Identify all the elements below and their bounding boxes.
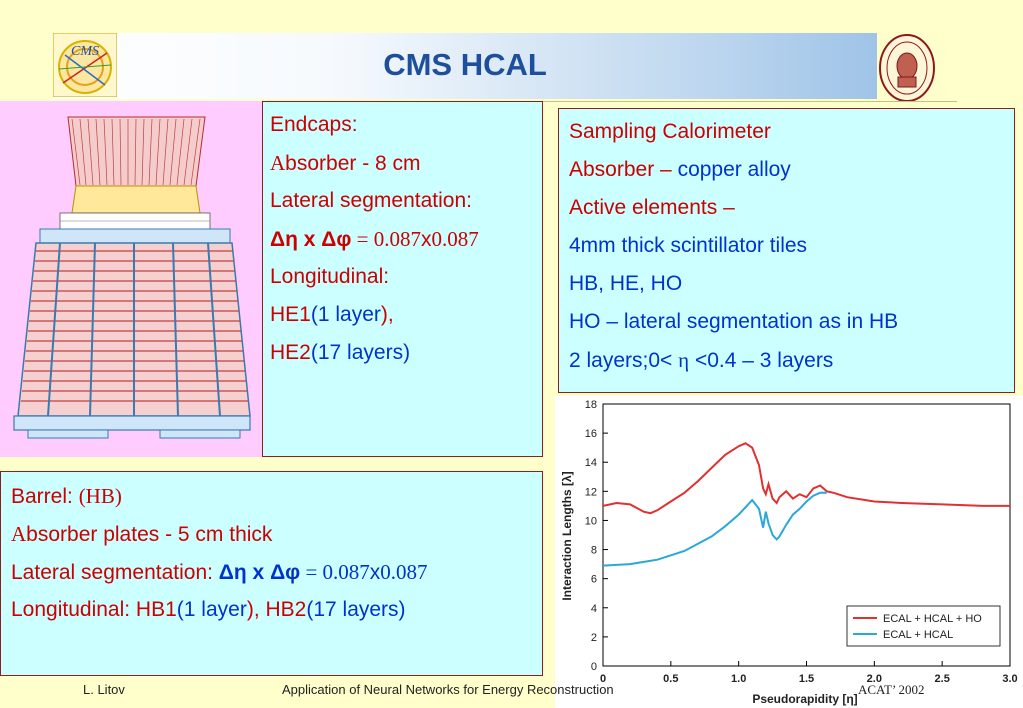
cms-logo-icon: CMS bbox=[53, 33, 117, 97]
barrel-line-2: Absorber plates - 5 cm thick bbox=[11, 522, 273, 546]
university-seal-icon bbox=[879, 34, 935, 102]
endcap-line-6: HE1(1 layer), bbox=[270, 303, 394, 326]
y-axis-label: Interaction Lengths [λ] bbox=[560, 471, 574, 600]
x-tick-label: 0 bbox=[600, 673, 606, 685]
y-tick-label: 10 bbox=[585, 515, 597, 527]
endcap-line-5: Longitudinal: bbox=[270, 265, 390, 288]
y-tick-label: 14 bbox=[585, 457, 597, 469]
legend-label-2: ECAL + HCAL bbox=[883, 629, 953, 641]
y-tick-label: 16 bbox=[585, 428, 597, 440]
y-tick-label: 8 bbox=[591, 545, 597, 557]
sampling-line-6: HO – lateral segmentation as in HB bbox=[569, 310, 899, 333]
sampling-line-1: Sampling Calorimeter bbox=[569, 120, 771, 143]
endcap-line-2: Absorber - 8 cm bbox=[270, 151, 421, 175]
endcap-diagram bbox=[13, 116, 251, 439]
y-tick-label: 18 bbox=[585, 399, 597, 411]
x-tick-label: 2.0 bbox=[867, 673, 882, 685]
endcap-info-box: Endcaps: Absorber - 8 cm Lateral segment… bbox=[262, 101, 543, 457]
footer-conference: ACAT’ 2002 bbox=[858, 682, 925, 697]
y-tick-label: 6 bbox=[591, 574, 597, 586]
barrel-info-box: Barrel: (HB) Absorber plates - 5 cm thic… bbox=[0, 471, 543, 676]
series-line-2 bbox=[602, 491, 827, 567]
footer-author: L. Litov bbox=[83, 682, 125, 697]
endcap-diagram-panel bbox=[0, 101, 262, 457]
y-tick-label: 0 bbox=[591, 661, 597, 673]
title-banner: CMS HCAL bbox=[53, 33, 877, 99]
barrel-line-3: Lateral segmentation: Δη x Δφ = 0.087x0.… bbox=[11, 560, 428, 584]
x-tick-label: 1.5 bbox=[799, 673, 814, 685]
y-tick-label: 4 bbox=[591, 603, 597, 615]
sampling-info-box: Sampling Calorimeter Absorber – copper a… bbox=[558, 108, 1015, 393]
barrel-line-4: Longitudinal: HB1(1 layer), HB2(17 layer… bbox=[11, 598, 406, 621]
x-tick-label: 2.5 bbox=[935, 673, 950, 685]
endcap-line-7: HE2(17 layers) bbox=[270, 341, 411, 364]
svg-text:CMS: CMS bbox=[71, 44, 99, 59]
chart-background bbox=[555, 396, 1023, 708]
x-tick-label: 0.5 bbox=[663, 673, 678, 685]
endcap-line-3: Lateral segmentation: bbox=[270, 189, 472, 212]
x-tick-label: 3.0 bbox=[1002, 673, 1017, 685]
barrel-line-1: Barrel: (HB) bbox=[11, 484, 122, 508]
legend-label-1: ECAL + HCAL + HO bbox=[883, 613, 982, 625]
x-axis-label: Pseudorapidity [η] bbox=[752, 692, 857, 706]
series-line-1 bbox=[602, 442, 1010, 515]
legend-box bbox=[846, 605, 1001, 647]
interaction-length-chart: 0 2 4 6 8 10 12 14 16 18 0 0.5 1.0 1.5 2.0 2.5 3.0 Pseudo… bbox=[555, 396, 1023, 708]
sampling-line-5: HB, HE, HO bbox=[569, 272, 683, 295]
chart-svg: 0 2 4 6 8 10 12 14 16 18 0 0.5 1.0 1.5 2.0 2.5 3.0 Pseudo… bbox=[555, 396, 1023, 708]
slide-title: CMS HCAL bbox=[383, 47, 547, 82]
endcap-line-4: Δη x Δφ = 0.087x0.087 bbox=[270, 227, 479, 251]
endcap-line-1: Endcaps: bbox=[270, 113, 358, 136]
y-tick-label: 12 bbox=[585, 486, 597, 498]
sampling-line-2: Absorber – copper alloy bbox=[569, 158, 791, 181]
sampling-line-3: Active elements – bbox=[569, 196, 735, 219]
y-tick-label: 2 bbox=[591, 632, 597, 644]
sampling-line-4: 4mm thick scintillator tiles bbox=[569, 234, 808, 257]
sampling-line-7: 2 layers;0< η <0.4 – 3 layers bbox=[569, 348, 834, 372]
footer-talk-title: Application of Neural Networks for Energ… bbox=[282, 682, 614, 697]
x-tick-label: 1.0 bbox=[731, 673, 746, 685]
